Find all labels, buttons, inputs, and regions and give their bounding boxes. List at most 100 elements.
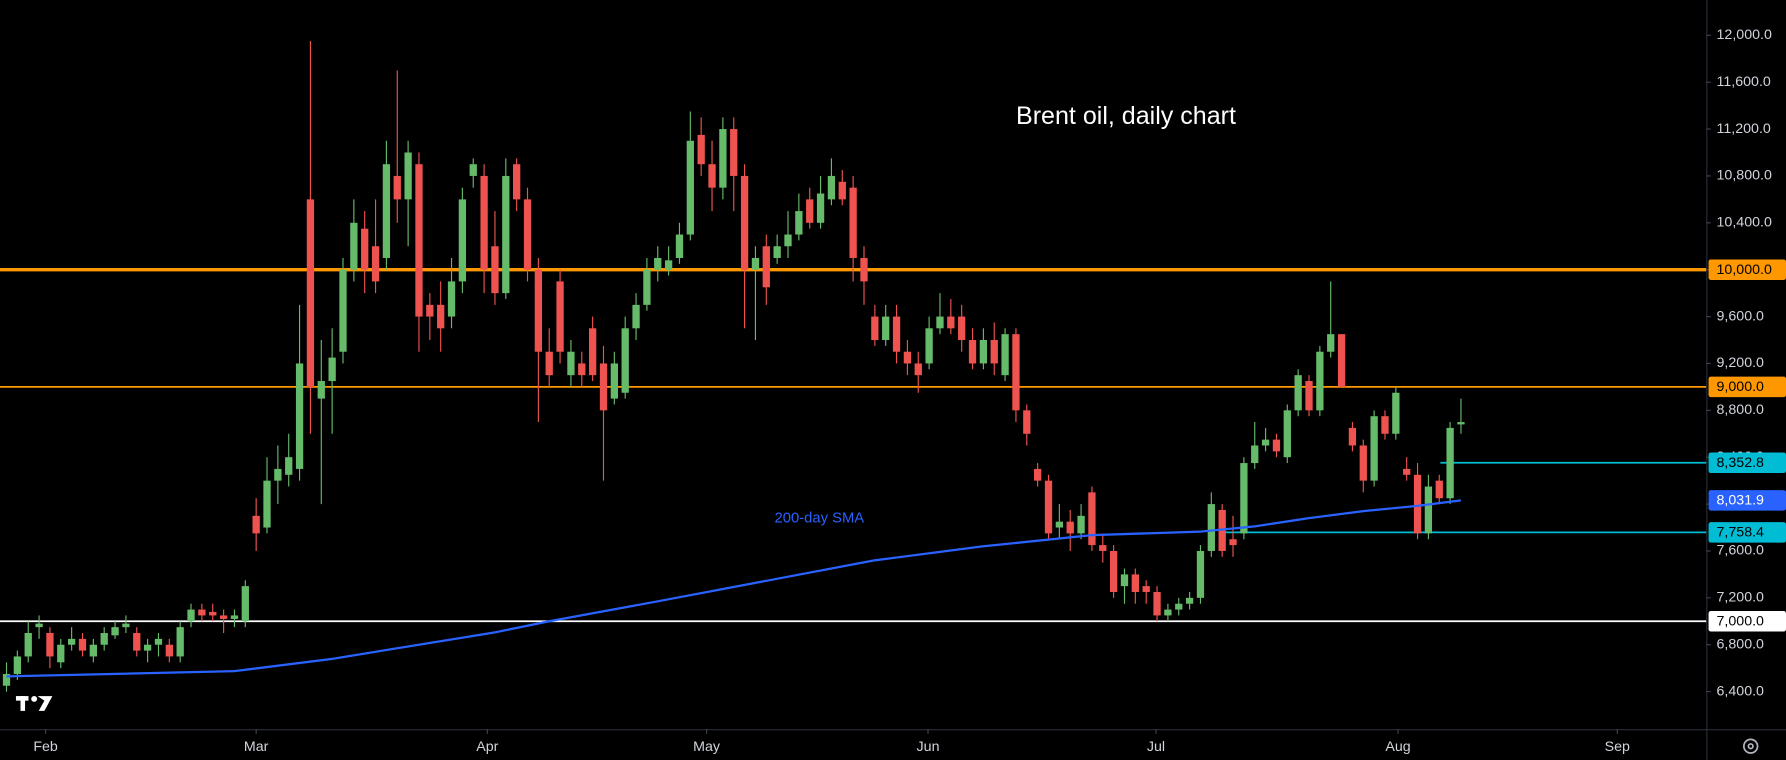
- sma-tag: [1708, 490, 1786, 511]
- candle-body: [925, 328, 933, 364]
- candle-body: [730, 129, 738, 176]
- candle-body: [1229, 539, 1237, 546]
- candle-body: [860, 257, 868, 282]
- level-tag-label: 10,000.0: [1717, 262, 1772, 278]
- sma-line: [6, 499, 1462, 678]
- candle-body: [643, 269, 651, 305]
- candle-body: [697, 134, 705, 165]
- candle-body: [1240, 463, 1248, 534]
- candle-body: [1413, 474, 1422, 534]
- candle-body: [1196, 550, 1205, 598]
- candle-body: [958, 316, 966, 341]
- candle-body: [1457, 422, 1465, 425]
- candle-body: [968, 340, 977, 364]
- plot: 200-day SMA: [2, 41, 1465, 692]
- candle-body: [328, 357, 336, 382]
- tradingview-logo: [15, 695, 53, 711]
- candle-body: [1348, 427, 1357, 446]
- level-tag-label: 7,000.0: [1717, 614, 1765, 630]
- candle-body: [1023, 410, 1031, 434]
- candle-body: [469, 164, 477, 176]
- candle-body: [545, 351, 553, 376]
- candle-body: [241, 586, 249, 622]
- y-tick-label: 8,800.0: [1717, 402, 1765, 418]
- candle-body: [458, 199, 467, 282]
- candle-body: [936, 316, 944, 329]
- sma-label: 200-day SMA: [775, 510, 865, 526]
- candle-body: [89, 644, 97, 657]
- candle-body: [67, 638, 76, 645]
- y-tick-label: 6,400.0: [1717, 683, 1765, 699]
- candle-body: [339, 269, 347, 352]
- x-tick-label: Apr: [476, 739, 498, 755]
- candle-body: [100, 633, 108, 645]
- candle-body: [57, 644, 65, 663]
- candle-body: [209, 611, 217, 616]
- level-tag-label: 9,000.0: [1717, 379, 1765, 395]
- candle-body: [306, 199, 315, 387]
- candle-body: [111, 627, 119, 636]
- y-tick-label: 6,800.0: [1717, 636, 1765, 652]
- candle-body: [1327, 334, 1335, 352]
- candle-body: [350, 222, 358, 270]
- candle-body: [1077, 515, 1085, 534]
- candle-body: [1381, 416, 1389, 434]
- candle-body: [914, 363, 922, 376]
- candle-body: [1207, 504, 1215, 551]
- candle-body: [871, 316, 879, 341]
- level-tag: [1708, 376, 1786, 398]
- candle-body: [165, 644, 173, 657]
- candle-body: [567, 351, 575, 376]
- candle-body: [882, 316, 890, 341]
- candle-body: [632, 304, 640, 329]
- candle-body: [371, 246, 380, 282]
- level-tag-label: 7,758.4: [1717, 525, 1765, 541]
- candle-body: [219, 615, 228, 619]
- y-tick-label: 9,200.0: [1717, 355, 1765, 371]
- candle-body: [187, 609, 195, 622]
- candle-body: [1435, 480, 1443, 499]
- sma-tag-label: 8,031.9: [1717, 493, 1765, 509]
- candle-body: [426, 304, 434, 317]
- candle-body: [24, 633, 32, 657]
- candle-body: [2, 674, 11, 686]
- candle-body: [1099, 545, 1107, 551]
- candle-body: [143, 644, 152, 651]
- level-tag: [1708, 522, 1786, 543]
- candle-body: [13, 656, 22, 675]
- candle-body: [1012, 334, 1020, 411]
- candle-body: [1109, 550, 1118, 592]
- candle-body: [1359, 445, 1367, 481]
- candle-body: [979, 340, 988, 364]
- settings-icon[interactable]: [1743, 738, 1759, 754]
- candle-body: [437, 304, 445, 329]
- candle-body: [849, 187, 857, 258]
- candle-body: [1131, 574, 1139, 592]
- candle-body: [1153, 591, 1161, 616]
- candle-body: [838, 181, 846, 200]
- candle-body: [1034, 468, 1042, 481]
- x-tick-label: May: [693, 739, 721, 755]
- x-tick-label: Jun: [917, 739, 940, 755]
- candle-body: [393, 175, 401, 200]
- candle-body: [1066, 521, 1074, 534]
- candle-body: [1164, 609, 1172, 616]
- candle-body: [447, 281, 456, 317]
- candle-body: [675, 234, 684, 258]
- candle-body: [1261, 439, 1270, 446]
- candle-body: [78, 638, 87, 651]
- candle-body: [480, 175, 488, 270]
- candle-body: [523, 199, 532, 270]
- y-tick-label: 10,400.0: [1717, 215, 1772, 231]
- candle-body: [588, 328, 597, 376]
- x-tick-label: Aug: [1385, 739, 1410, 755]
- candle-body: [990, 340, 998, 364]
- candle-body: [816, 193, 825, 223]
- candle-body: [1185, 597, 1194, 604]
- candle-body: [686, 140, 694, 235]
- candle-body: [740, 175, 749, 270]
- candle-body: [1392, 392, 1400, 434]
- candle-body: [947, 316, 955, 329]
- chart-title: Brent oil, daily chart: [1016, 102, 1236, 130]
